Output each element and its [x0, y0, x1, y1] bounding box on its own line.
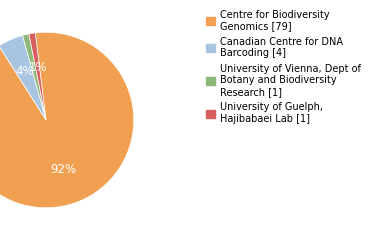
Wedge shape [29, 33, 46, 120]
Wedge shape [0, 32, 134, 208]
Legend: Centre for Biodiversity
Genomics [79], Canadian Centre for DNA
Barcoding [4], Un: Centre for Biodiversity Genomics [79], C… [206, 10, 361, 124]
Text: 92%: 92% [51, 163, 77, 176]
Text: 1%: 1% [28, 61, 47, 74]
Text: 4%: 4% [15, 65, 34, 78]
Wedge shape [22, 34, 46, 120]
Wedge shape [0, 36, 46, 120]
